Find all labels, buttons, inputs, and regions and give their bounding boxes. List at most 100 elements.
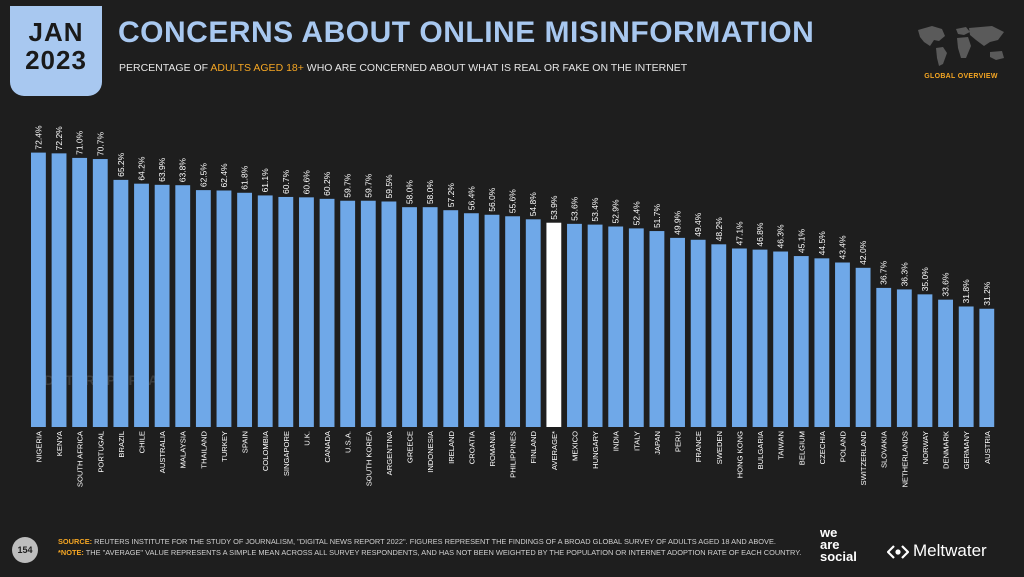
value-label-22: 56.0%	[487, 187, 497, 212]
value-label-30: 51.7%	[652, 204, 662, 229]
bar-21	[463, 213, 479, 427]
bar-27	[587, 224, 603, 427]
bar-12	[278, 196, 294, 427]
subtitle-prefix: PERCENTAGE OF	[119, 62, 211, 74]
value-label-11: 61.1%	[260, 168, 270, 193]
value-label-24: 54.8%	[528, 192, 538, 217]
value-label-38: 44.5%	[817, 231, 827, 256]
category-label-19: INDONESIA	[426, 430, 435, 473]
bar-3	[92, 159, 108, 428]
bar-14	[319, 198, 335, 427]
bar-15	[340, 200, 356, 427]
subtitle-highlight: ADULTS AGED 18+	[210, 62, 304, 74]
category-label-44: DENMARK	[942, 431, 951, 469]
value-label-4: 65.2%	[116, 152, 126, 177]
note-key: *NOTE:	[58, 547, 84, 557]
bar-41	[876, 287, 892, 427]
category-label-3: PORTUGAL	[96, 431, 105, 473]
category-label-7: MALAYSIA	[179, 430, 188, 468]
value-label-3: 70.7%	[95, 132, 105, 157]
region-label: GLOBAL OVERVIEW	[924, 73, 998, 80]
bar-8	[195, 190, 211, 428]
date-year: 2023	[25, 45, 87, 75]
category-label-21: CROATIA	[467, 430, 476, 464]
category-label-15: U.S.A.	[344, 431, 353, 453]
value-label-28: 52.9%	[611, 199, 621, 224]
value-label-9: 62.4%	[219, 163, 229, 188]
value-label-10: 61.8%	[240, 165, 250, 190]
value-label-7: 63.8%	[178, 158, 188, 183]
value-label-31: 49.9%	[673, 210, 683, 235]
bar-2	[72, 157, 88, 427]
bar-36	[773, 251, 789, 427]
we-are-social-logo: we are social	[820, 526, 857, 564]
category-label-8: THAILAND	[199, 430, 208, 468]
value-label-25: 53.9%	[549, 195, 559, 220]
category-label-27: HUNGARY	[591, 431, 600, 469]
bar-16	[360, 200, 376, 427]
bar-31	[670, 237, 685, 427]
bar-40	[855, 267, 871, 427]
value-label-40: 42.0%	[858, 240, 868, 265]
category-label-10: SPAIN	[241, 431, 250, 453]
value-label-46: 31.2%	[982, 281, 992, 306]
date-month: JAN	[28, 17, 84, 47]
bar-1	[51, 153, 67, 428]
bar-46	[979, 308, 995, 427]
category-label-41: SLOVAKIA	[880, 430, 889, 468]
category-label-18: GREECE	[406, 431, 415, 463]
category-label-39: POLAND	[838, 430, 847, 462]
bar-6	[154, 184, 170, 427]
bar-34	[731, 248, 747, 427]
value-label-34: 47.1%	[734, 221, 744, 246]
value-label-33: 48.2%	[714, 217, 724, 242]
category-label-36: TAIWAN	[777, 431, 786, 460]
date-badge: JAN 2023	[10, 6, 102, 96]
value-label-15: 59.7%	[343, 173, 353, 198]
bar-45	[958, 306, 974, 427]
bar-4	[113, 179, 129, 427]
bar-7	[175, 185, 191, 427]
value-label-26: 53.6%	[569, 196, 579, 221]
category-label-13: U.K.	[302, 431, 311, 446]
value-label-1: 72.2%	[54, 126, 64, 151]
category-label-5: CHILE	[138, 431, 147, 453]
category-label-28: INDIA	[612, 430, 621, 451]
note-text: THE "AVERAGE" VALUE REPRESENTS A SIMPLE …	[83, 547, 802, 557]
category-label-34: HONG KONG	[735, 431, 744, 478]
bar-35	[752, 249, 768, 427]
source-key: SOURCE:	[58, 537, 93, 546]
category-label-14: CANADA	[323, 430, 332, 463]
page-subtitle: PERCENTAGE OF ADULTS AGED 18+ WHO ARE CO…	[119, 62, 687, 74]
category-label-25: AVERAGE*	[550, 431, 559, 470]
category-label-22: ROMANIA	[488, 430, 497, 466]
value-label-0: 72.4%	[33, 125, 43, 150]
logo-social: social	[820, 549, 857, 564]
world-map-icon	[918, 26, 1004, 66]
bar-44	[938, 299, 953, 427]
value-label-42: 36.3%	[899, 262, 909, 287]
bar-23	[505, 216, 521, 427]
value-label-44: 33.6%	[941, 272, 951, 297]
bar-13	[299, 197, 314, 427]
category-label-16: SOUTH KOREA	[364, 430, 373, 486]
meltwater-icon	[887, 544, 909, 559]
category-label-24: FINLAND	[529, 430, 538, 463]
note-line: *NOTE: THE "AVERAGE" VALUE REPRESENTS A …	[58, 548, 801, 559]
category-label-38: CZECHIA	[818, 430, 827, 464]
bar-24	[525, 219, 541, 427]
bar-42	[896, 289, 912, 427]
category-label-40: SWITZERLAND	[859, 430, 868, 485]
bar-22	[484, 214, 500, 427]
category-label-12: SINGAPORE	[282, 431, 291, 476]
bar-5	[134, 183, 149, 427]
bar-19	[422, 207, 438, 427]
bar-33	[711, 244, 727, 427]
category-label-20: IRELAND	[447, 430, 456, 463]
value-label-43: 35.0%	[920, 267, 930, 292]
category-label-2: SOUTH AFRICA	[76, 430, 85, 487]
category-label-26: MEXICO	[570, 431, 579, 461]
category-label-30: JAPAN	[653, 431, 662, 455]
value-label-35: 46.8%	[755, 222, 765, 247]
